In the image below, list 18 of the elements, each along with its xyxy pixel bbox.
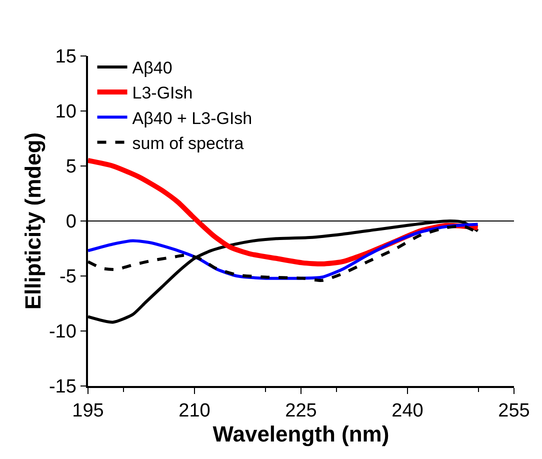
- legend-label: L3-GIsh: [132, 84, 193, 103]
- legend-label: sum of spectra: [132, 134, 244, 153]
- y-tick-label: -15: [48, 376, 76, 398]
- x-tick-label: 225: [285, 400, 317, 422]
- y-tick-label: -5: [60, 266, 76, 288]
- y-tick-label: 5: [66, 156, 76, 178]
- y-tick-label: 15: [55, 46, 76, 68]
- y-tick-label: -10: [48, 322, 76, 343]
- y-tick-label: 10: [55, 102, 76, 123]
- x-tick-label: 195: [72, 400, 104, 422]
- y-tick-label: 0: [66, 212, 76, 233]
- x-tick-label: 240: [392, 400, 424, 422]
- x-axis-title: Wavelength (nm): [212, 422, 390, 447]
- legend-label: Aβ40: [132, 58, 172, 78]
- x-tick-label: 210: [178, 400, 210, 422]
- x-tick-label: 255: [498, 400, 530, 422]
- legend-label: Aβ40 + L3-GIsh: [132, 108, 252, 128]
- y-axis-title: Ellipticity (mdeg): [20, 132, 46, 310]
